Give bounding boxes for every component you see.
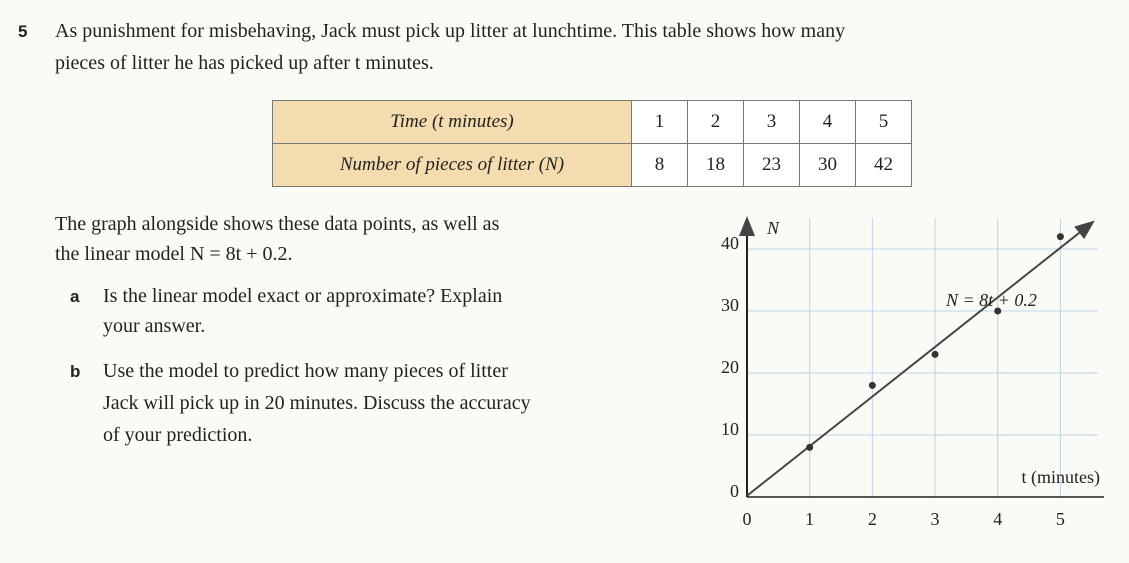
- question-number: 5: [18, 22, 28, 41]
- cell: 8: [631, 143, 688, 187]
- cell: 23: [743, 143, 800, 187]
- row-header: Time (t minutes): [272, 100, 632, 144]
- cell: 1: [631, 100, 688, 144]
- x-tick-label: 3: [931, 509, 940, 529]
- part-label: a: [70, 287, 80, 306]
- intro-line: the linear model N = 8t + 0.2.: [55, 243, 293, 265]
- x-axis-label: t (minutes): [1022, 467, 1101, 488]
- part-line: Is the linear model exact or approximate…: [103, 285, 503, 307]
- data-point: [868, 381, 876, 389]
- x-tick-label: 2: [868, 509, 877, 529]
- x-tick-label: 1: [805, 509, 814, 529]
- data-point: [806, 443, 814, 451]
- y-tick-label: 40: [721, 233, 739, 253]
- cell: 42: [855, 143, 912, 187]
- cell: 3: [743, 100, 800, 144]
- x-tick-label: 4: [993, 509, 1002, 529]
- model-label: N = 8t + 0.2: [945, 290, 1037, 310]
- cell: 2: [687, 100, 744, 144]
- data-point: [1056, 233, 1064, 241]
- y-tick-label: 0: [730, 481, 739, 501]
- y-axis-label: N: [766, 218, 780, 238]
- question-line: As punishment for misbehaving, Jack must…: [55, 20, 846, 42]
- intro-line: The graph alongside shows these data poi…: [55, 213, 500, 235]
- cell: 5: [855, 100, 912, 144]
- part-line: Jack will pick up in 20 minutes. Discuss…: [103, 392, 531, 414]
- data-table: Time (t minutes) 1 2 3 4 5 Number of pieces o…: [272, 100, 912, 187]
- y-tick-label: 30: [721, 295, 739, 315]
- data-point: [994, 307, 1002, 315]
- cell: 30: [799, 143, 856, 187]
- data-point: [931, 350, 939, 358]
- part-line: Use the model to predict how many pieces…: [103, 360, 508, 382]
- cell: 4: [799, 100, 856, 144]
- row-header: Number of pieces of litter (N): [272, 143, 632, 187]
- model-line: [746, 220, 1095, 497]
- y-tick-label: 10: [721, 419, 739, 439]
- cell: 18: [687, 143, 744, 187]
- chart: 0 1 2 3 4 5 0 10 20 30 40 Nt (minutes) N = 8t + 0.2: [721, 216, 1104, 529]
- part-line: your answer.: [103, 315, 206, 337]
- y-tick-label: 20: [721, 357, 739, 377]
- part-line: of your prediction.: [103, 424, 253, 446]
- question-line: pieces of litter he has picked up after …: [55, 52, 434, 74]
- part-label: b: [70, 362, 81, 381]
- x-tick-label: 0: [743, 509, 752, 529]
- x-tick-label: 5: [1056, 509, 1065, 529]
